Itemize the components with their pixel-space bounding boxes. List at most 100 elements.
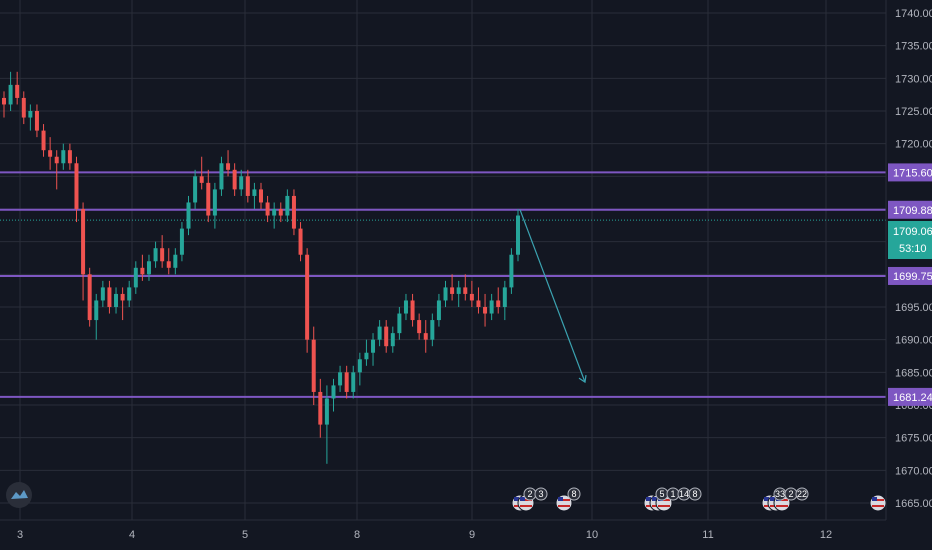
current-price-tag (888, 221, 932, 259)
candle-body (232, 169, 237, 190)
time-tick-label: 11 (702, 529, 713, 541)
candle-body (41, 130, 46, 151)
event-count-label: 1 (670, 489, 675, 499)
candle-body (509, 254, 514, 288)
candle-body (239, 176, 244, 190)
event-count-label: 14 (679, 489, 689, 499)
candle-body (450, 287, 455, 294)
candle-body (219, 163, 224, 190)
event-count-label: 22 (797, 489, 807, 499)
candle-body (305, 254, 310, 340)
time-tick-label: 8 (354, 529, 360, 541)
candle-body (311, 339, 316, 392)
candle-body (331, 385, 336, 399)
flag-canton (872, 497, 877, 501)
event-group[interactable]: 8 (555, 487, 581, 512)
candle-body (489, 300, 494, 314)
candle-body (417, 320, 422, 334)
price-tick-label: 1720.00 (895, 139, 932, 151)
price-tags: 1715.60 1709.88 1699.75 1681.24 1709.06 53:10 (888, 163, 932, 406)
candle-body (153, 248, 158, 262)
forecast-arrow[interactable] (519, 209, 587, 384)
candle-body (298, 228, 303, 255)
level-price-tag (888, 266, 932, 285)
candle-body (81, 209, 86, 275)
candle-body (120, 293, 125, 301)
time-tick-label: 3 (17, 529, 23, 541)
time-tick-label: 12 (820, 529, 832, 541)
candle-body (318, 391, 323, 425)
level-price-tag (888, 200, 932, 219)
flag-canton (514, 497, 519, 501)
level-price-label: 1715.60 (893, 167, 932, 179)
level-price-label: 1709.88 (893, 205, 932, 217)
flag-canton (770, 497, 775, 501)
candle-body (173, 254, 178, 268)
flag-stripe (872, 505, 884, 507)
candle-body (199, 176, 204, 183)
current-price-label: 1709.06 (893, 226, 932, 238)
candle-body (338, 372, 343, 386)
candle-body (516, 215, 520, 255)
candle-body (259, 189, 263, 203)
candle-body (146, 261, 151, 275)
flag-stripe (558, 505, 570, 507)
candle-body (226, 163, 231, 170)
flag-canton (652, 497, 657, 501)
candle-body (140, 267, 145, 275)
event-count-badge (688, 487, 702, 501)
candle-body (94, 300, 99, 321)
candle-body (245, 176, 250, 196)
candle-body (179, 228, 184, 255)
time-tick-label: 9 (469, 529, 475, 541)
candle-body (2, 97, 6, 105)
economic-events-row[interactable]: 2 3 8 5 1 14 8 33 2 22 (511, 487, 887, 512)
event-group[interactable]: 33 2 22 (761, 487, 809, 512)
price-tick-label: 1730.00 (895, 73, 932, 85)
candle-body (15, 84, 20, 98)
candle-body (265, 202, 270, 216)
event-group[interactable]: 5 1 14 8 (643, 487, 702, 512)
time-axis[interactable]: 3 4 5 8 9 10 11 12 (17, 529, 832, 541)
candle-body (456, 287, 461, 294)
event-count-badge (534, 487, 548, 501)
candle-body (476, 300, 481, 307)
candle-body (206, 182, 211, 216)
horizontal-levels[interactable] (0, 171, 886, 398)
price-tick-label: 1735.00 (895, 41, 932, 53)
candle-body (28, 111, 33, 118)
candle-body (285, 195, 290, 216)
flag-stripe (520, 499, 532, 501)
candle-body (166, 261, 171, 268)
candle-body (193, 176, 198, 203)
candle-body (54, 156, 59, 164)
price-tick-label: 1685.00 (895, 367, 932, 379)
candle-body (100, 287, 105, 301)
candle-body (483, 307, 488, 314)
flag-canton (764, 497, 769, 501)
candle-body (48, 150, 53, 157)
candle-body (436, 300, 441, 321)
candle-body (291, 195, 296, 229)
time-tick-label: 10 (586, 529, 598, 541)
event-count-label: 33 (775, 489, 785, 499)
flag-stripe (776, 505, 788, 507)
candle-body (443, 287, 448, 301)
candle-body (463, 287, 468, 294)
candle-body (430, 320, 435, 340)
candle-body (87, 274, 92, 321)
flag-stripe (520, 505, 532, 507)
candle-body (324, 398, 329, 425)
tradingview-logo-icon[interactable] (6, 482, 32, 508)
event-count-label: 2 (527, 489, 532, 499)
candle-body (502, 287, 507, 307)
candle-body (127, 287, 132, 301)
event-count-badge (567, 487, 581, 501)
candle-body (212, 189, 217, 216)
event-group[interactable] (869, 494, 887, 512)
candle-body (351, 372, 356, 392)
candle-body (252, 189, 257, 196)
time-tick-label: 5 (242, 529, 248, 541)
